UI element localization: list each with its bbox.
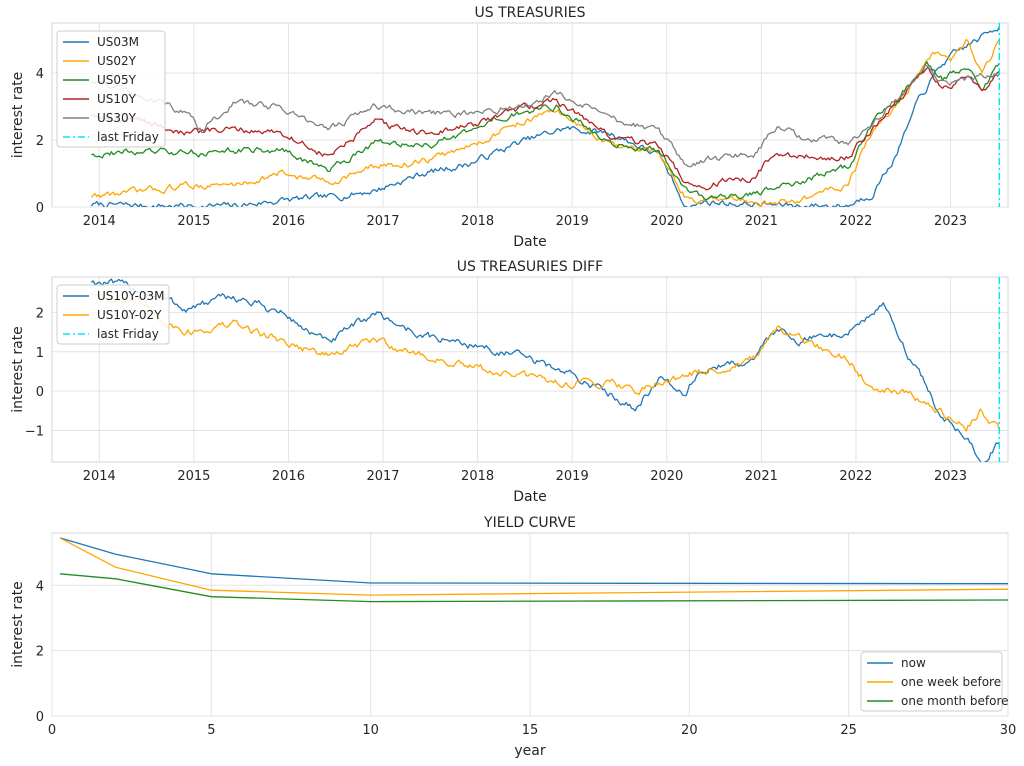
legend-entry: US03M	[97, 35, 139, 49]
x-tick-label: 2016	[272, 469, 305, 484]
y-tick-label: 2	[36, 134, 44, 149]
series-line-us02y	[90, 38, 1000, 207]
legend: now one week before one month before	[860, 651, 1009, 712]
y-tick-label: 4	[36, 67, 44, 82]
legend-entry: US30Y	[97, 111, 137, 125]
x-tick-label: 2022	[839, 214, 872, 229]
x-tick-label: 2014	[83, 214, 116, 229]
y-tick-label: 2	[36, 306, 44, 321]
series-group	[59, 537, 1008, 603]
y-axis-label: interest rate	[10, 326, 26, 413]
x-tick-label: 2021	[745, 469, 778, 484]
legend-box	[860, 651, 1003, 712]
x-tick-label: 2018	[461, 469, 494, 484]
series-line-now	[59, 537, 1008, 585]
x-tick-label: 2022	[839, 469, 872, 484]
x-tick-label: 2019	[556, 469, 589, 484]
legend-entry: US10Y-02Y	[97, 308, 162, 322]
legend-entry: US10Y	[97, 92, 137, 106]
legend-entry: US02Y	[97, 54, 137, 68]
legend-entry: now	[901, 656, 926, 670]
x-tick-label: 2015	[177, 214, 210, 229]
x-tick-label: 15	[522, 723, 539, 738]
x-axis-label: Date	[513, 234, 546, 250]
y-tick-label: 4	[36, 579, 44, 594]
x-tick-label: 20	[681, 723, 698, 738]
y-axis-label: interest rate	[10, 581, 26, 668]
legend-entry: one week before	[901, 675, 1001, 689]
series-line-us03m	[90, 26, 1000, 207]
plot-area	[51, 276, 1009, 463]
x-tick-label: 2017	[366, 469, 399, 484]
x-tick-label: 2020	[650, 469, 683, 484]
y-tick-label: 0	[36, 385, 44, 400]
legend-entry: US10Y-03M	[97, 289, 165, 303]
series-line-us10y-03m	[91, 278, 1000, 462]
legend-entry: last Friday	[97, 327, 159, 341]
x-tick-label: 2021	[745, 214, 778, 229]
x-tick-label: 2019	[556, 214, 589, 229]
series-line-us10y-02y	[91, 293, 1000, 432]
legend-entry: US05Y	[97, 73, 137, 87]
legend-entry: one month before	[901, 694, 1009, 708]
chart-title: US TREASURIES	[474, 5, 585, 21]
x-tick-label: 2016	[272, 214, 305, 229]
series-group	[91, 278, 1000, 462]
plot-area	[51, 22, 1009, 208]
x-tick-label: 2020	[650, 214, 683, 229]
x-tick-label: 10	[362, 723, 379, 738]
x-tick-label: 2014	[83, 469, 116, 484]
y-tick-label: 1	[36, 346, 44, 361]
series-line-us30y	[90, 64, 1000, 168]
y-tick-label: −1	[25, 425, 44, 440]
x-tick-label: 2023	[934, 214, 967, 229]
series-line-one-week-before	[59, 537, 1008, 596]
y-tick-label: 2	[36, 645, 44, 660]
y-axis-label: interest rate	[10, 72, 26, 159]
x-tick-label: 2015	[177, 469, 210, 484]
chart-title: US TREASURIES DIFF	[457, 259, 603, 275]
series-group	[90, 26, 1000, 207]
legend: US03M US02Y US05Y US10Y US30Y last Friday	[56, 30, 166, 148]
x-tick-label: 2023	[934, 469, 967, 484]
series-line-one-month-before	[59, 573, 1008, 603]
legend-box	[56, 284, 170, 345]
chart-title: YIELD CURVE	[483, 515, 576, 531]
y-tick-label: 0	[36, 201, 44, 216]
series-line-us10y	[91, 66, 1000, 191]
subplot-2: 2014 2015 2016 2017 2018 2019 2020 2021 2022 2023…	[10, 259, 1009, 505]
x-tick-label: 2018	[461, 214, 494, 229]
x-axis-label: Date	[513, 489, 546, 505]
legend-entry: last Friday	[97, 130, 159, 144]
series-line-us05y	[91, 61, 1000, 201]
x-axis-label: year	[514, 743, 545, 759]
x-tick-label: 30	[1000, 723, 1017, 738]
subplot-1: 2014 2015 2016 2017 2018 2019 2020 2021 2022 2023…	[10, 5, 1009, 250]
x-tick-label: 0	[48, 723, 56, 738]
subplot-3: 0 5 10 15 20 25 30 0 2 4 YIELD CURVE year interest r…	[10, 515, 1016, 759]
x-tick-label: 2017	[366, 214, 399, 229]
x-tick-label: 25	[840, 723, 857, 738]
legend: US10Y-03M US10Y-02Y last Friday	[56, 284, 170, 345]
y-tick-label: 0	[36, 710, 44, 725]
x-tick-label: 5	[207, 723, 215, 738]
